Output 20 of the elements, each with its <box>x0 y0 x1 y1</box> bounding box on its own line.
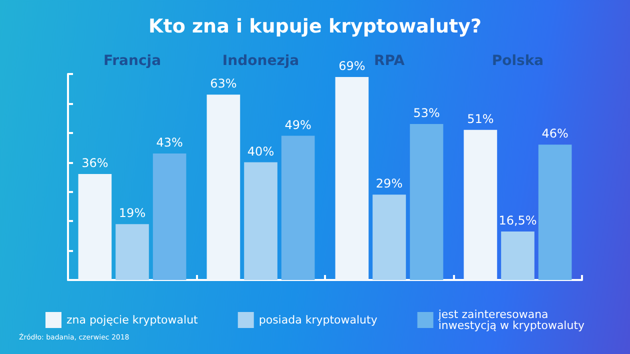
x-tick-label: Francja <box>103 53 162 69</box>
x-tick-label: Polska <box>492 53 544 69</box>
data-label: 53% <box>413 106 440 120</box>
x-tick-label: RPA <box>374 53 405 69</box>
data-label: 19% <box>118 206 146 220</box>
data-label: 43% <box>156 135 183 150</box>
data-label: 51% <box>467 112 494 126</box>
data-label: 16,5% <box>498 213 537 228</box>
legend-label: jest zainteresowana inwestycją w kryptowaluty <box>437 308 586 332</box>
data-label: 49% <box>284 118 312 132</box>
data-label: 29% <box>376 176 403 191</box>
legend-label: zna pojęcie kryptowalut <box>66 314 199 326</box>
legend-label: posiada kryptowaluty <box>258 314 378 326</box>
data-label: 46% <box>542 126 568 141</box>
data-label: 69% <box>338 58 366 73</box>
data-label: 36% <box>82 156 108 170</box>
data-label: 63% <box>210 76 237 91</box>
x-tick-label: Indonezja <box>222 53 300 69</box>
data-label: 40% <box>247 144 274 158</box>
chart-title: Kto zna i kupuje kryptowaluty? <box>148 16 482 38</box>
